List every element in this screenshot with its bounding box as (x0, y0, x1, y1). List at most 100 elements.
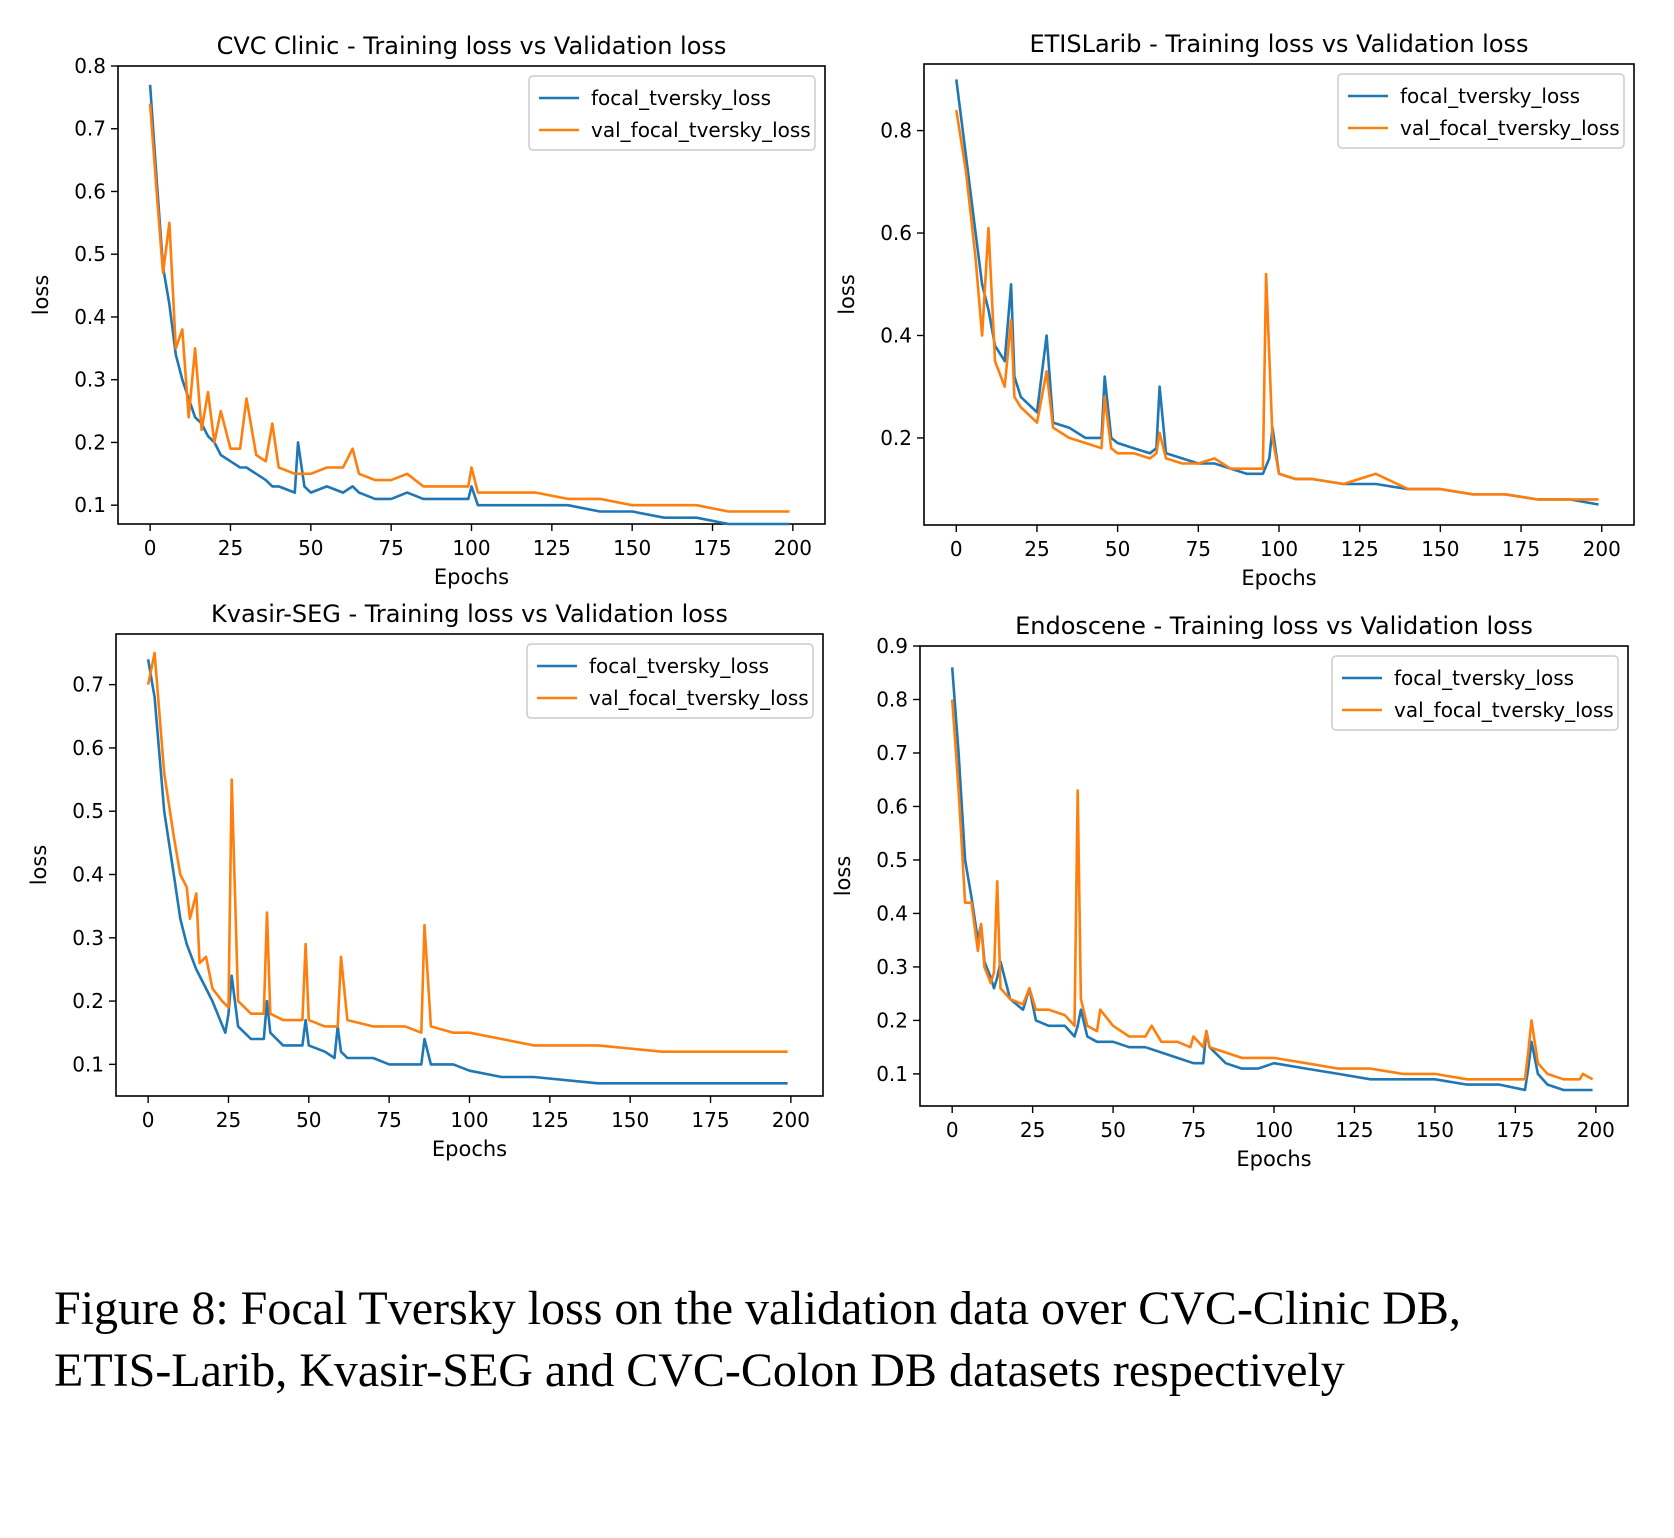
x-tick-label: 125 (1341, 537, 1379, 561)
legend: focal_tversky_loss val_focal_tversky_loss (526, 643, 814, 719)
y-tick-label: 0.1 (72, 1052, 104, 1076)
series-line-focal-tversky-loss (146, 659, 788, 1085)
series-line-focal-tversky-loss (955, 79, 1599, 506)
x-tick-label: 100 (452, 536, 490, 560)
x-tick-label: 25 (1024, 537, 1049, 561)
y-axis-label: loss (27, 845, 51, 886)
x-axis-label: Epochs (432, 1137, 507, 1161)
legend: focal_tversky_loss val_focal_tversky_loss (1337, 73, 1625, 149)
y-tick-label: 0.3 (72, 926, 104, 950)
legend: focal_tversky_loss val_focal_tversky_loss (1331, 655, 1619, 731)
series-line-val-focal-tversky-loss (950, 699, 1594, 1081)
series-line-focal-tversky-loss (950, 667, 1593, 1092)
x-tick-label: 150 (1416, 1118, 1454, 1142)
x-tick-label: 25 (1020, 1118, 1045, 1142)
y-tick-label: 0.6 (74, 179, 106, 203)
y-tick-label: 0.3 (74, 368, 106, 392)
x-tick-label: 200 (772, 1108, 810, 1132)
y-tick-label: 0.5 (72, 799, 104, 823)
figure-panel-grid: CVC Clinic - Training loss vs Validation… (27, 30, 1635, 1171)
x-tick-label: 175 (1502, 537, 1540, 561)
figure-caption: Figure 8: Focal Tversky loss on the vali… (54, 1278, 1634, 1402)
x-tick-label: 0 (142, 1108, 155, 1132)
chart-panel-3: Kvasir-SEG - Training loss vs Validation… (27, 600, 824, 1161)
y-tick-label: 0.2 (876, 1008, 908, 1032)
series-line-focal-tversky-loss (148, 84, 790, 526)
y-tick-label: 0.6 (72, 736, 104, 760)
y-tick-label: 0.5 (74, 242, 106, 266)
y-tick-label: 0.6 (880, 221, 912, 245)
y-tick-label: 0.4 (72, 862, 104, 886)
x-tick-label: 175 (691, 1108, 729, 1132)
legend-box (1331, 655, 1619, 731)
x-tick-label: 125 (533, 536, 571, 560)
x-tick-label: 50 (296, 1108, 321, 1132)
caption-line-1: Figure 8: Focal Tversky loss on the vali… (54, 1282, 1461, 1335)
series-line-val-focal-tversky-loss (955, 109, 1599, 501)
caption-line-2: ETIS-Larib, Kvasir-SEG and CVC-Colon DB … (54, 1344, 1345, 1397)
y-tick-label: 0.4 (880, 323, 912, 347)
x-tick-label: 0 (950, 537, 963, 561)
legend-box (526, 643, 814, 719)
x-tick-label: 75 (1181, 1118, 1206, 1142)
x-tick-label: 75 (1186, 537, 1211, 561)
legend-box (528, 75, 816, 151)
series-line-val-focal-tversky-loss (146, 651, 788, 1053)
x-tick-label: 175 (693, 536, 731, 560)
x-tick-label: 50 (298, 536, 323, 560)
y-tick-label: 0.7 (72, 673, 104, 697)
x-axis-label: Epochs (434, 565, 509, 589)
x-tick-label: 75 (376, 1108, 401, 1132)
y-axis-label: loss (831, 856, 855, 897)
legend-label: val_focal_tversky_loss (591, 118, 811, 142)
legend-label: focal_tversky_loss (589, 654, 769, 678)
chart-panel-4: Endoscene - Training loss vs Validation … (831, 612, 1629, 1171)
y-tick-label: 0.9 (876, 634, 908, 658)
legend-label: val_focal_tversky_loss (1394, 698, 1614, 722)
y-tick-label: 0.5 (876, 848, 908, 872)
x-tick-label: 25 (216, 1108, 241, 1132)
y-tick-label: 0.4 (876, 901, 908, 925)
y-tick-label: 0.1 (876, 1062, 908, 1086)
x-tick-label: 150 (613, 536, 651, 560)
legend-label: focal_tversky_loss (1400, 84, 1580, 108)
x-tick-label: 150 (611, 1108, 649, 1132)
x-tick-label: 75 (378, 536, 403, 560)
chart-panel-1: CVC Clinic - Training loss vs Validation… (29, 32, 826, 589)
y-axis-label: loss (835, 274, 859, 315)
y-tick-label: 0.8 (876, 687, 908, 711)
y-tick-label: 0.6 (876, 794, 908, 818)
legend-label: val_focal_tversky_loss (1400, 116, 1620, 140)
y-axis-label: loss (29, 275, 53, 316)
chart-title: Kvasir-SEG - Training loss vs Validation… (211, 600, 728, 628)
x-tick-label: 100 (1260, 537, 1298, 561)
x-axis-label: Epochs (1241, 566, 1316, 590)
y-tick-label: 0.2 (74, 430, 106, 454)
x-tick-label: 125 (531, 1108, 569, 1132)
x-tick-label: 50 (1100, 1118, 1125, 1142)
y-tick-label: 0.1 (74, 493, 106, 517)
legend: focal_tversky_loss val_focal_tversky_loss (528, 75, 816, 151)
y-tick-label: 0.7 (74, 117, 106, 141)
x-tick-label: 100 (450, 1108, 488, 1132)
x-tick-label: 200 (1583, 537, 1621, 561)
x-tick-label: 100 (1255, 1118, 1293, 1142)
x-tick-label: 150 (1421, 537, 1459, 561)
y-tick-label: 0.3 (876, 955, 908, 979)
legend-label: focal_tversky_loss (1394, 666, 1574, 690)
chart-title: ETISLarib - Training loss vs Validation … (1029, 30, 1528, 58)
y-tick-label: 0.2 (72, 989, 104, 1013)
series-line-val-focal-tversky-loss (148, 103, 790, 513)
legend-label: val_focal_tversky_loss (589, 686, 809, 710)
x-tick-label: 200 (1577, 1118, 1615, 1142)
legend-box (1337, 73, 1625, 149)
legend-label: focal_tversky_loss (591, 86, 771, 110)
x-axis-label: Epochs (1236, 1147, 1311, 1171)
y-tick-label: 0.8 (74, 54, 106, 78)
y-tick-label: 0.2 (880, 426, 912, 450)
x-tick-label: 25 (218, 536, 243, 560)
x-tick-label: 50 (1105, 537, 1130, 561)
chart-title: CVC Clinic - Training loss vs Validation… (217, 32, 727, 60)
y-tick-label: 0.8 (880, 119, 912, 143)
x-tick-label: 125 (1335, 1118, 1373, 1142)
